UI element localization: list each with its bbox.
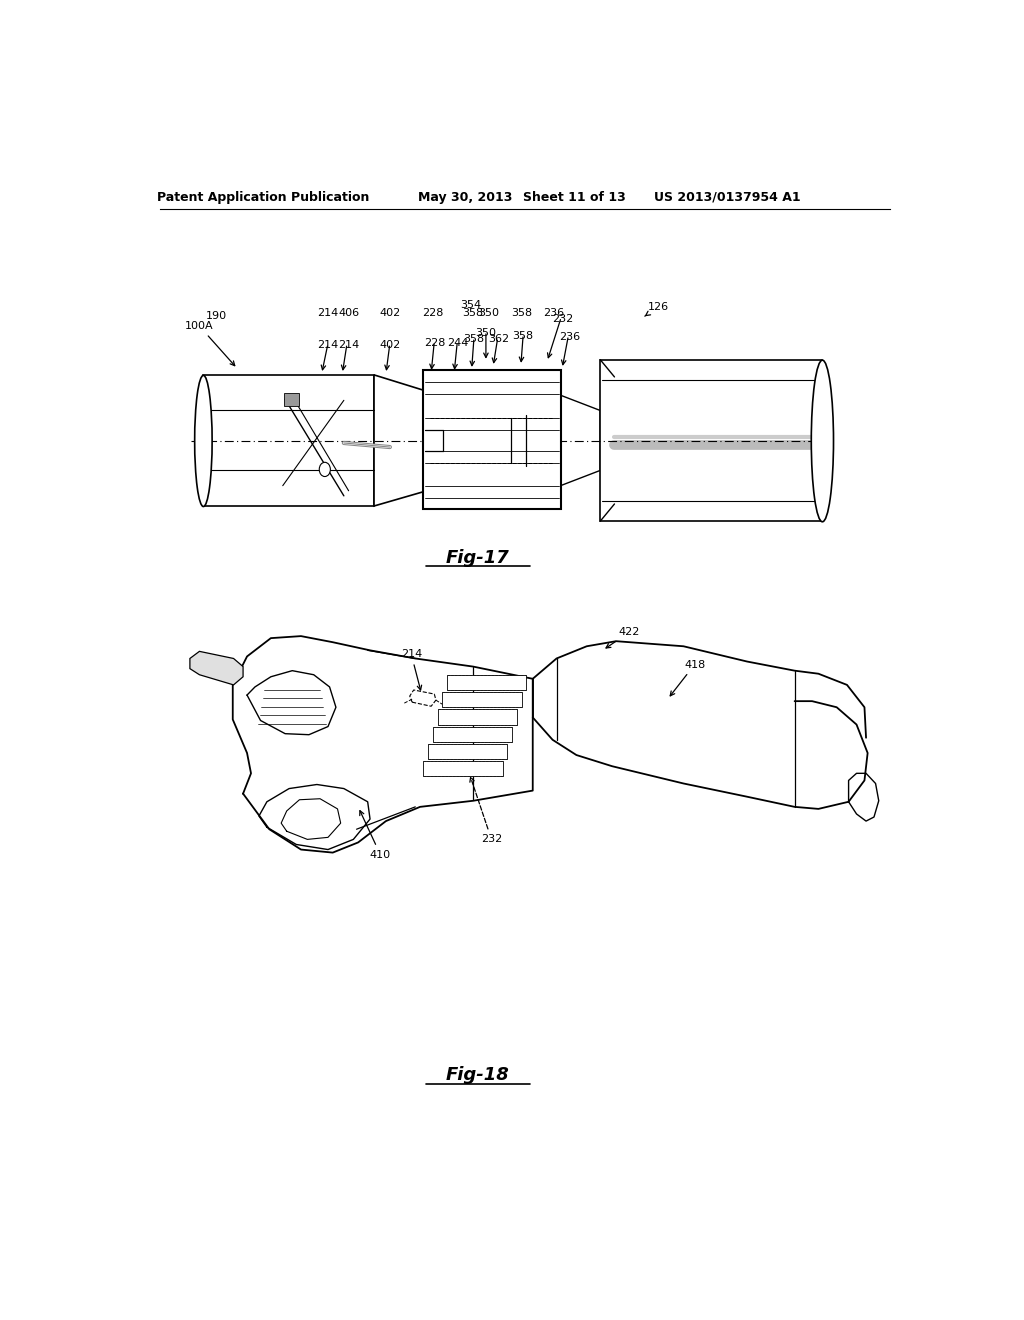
Text: 358: 358 xyxy=(511,308,532,318)
Polygon shape xyxy=(423,762,503,776)
Text: 350: 350 xyxy=(475,329,497,338)
Text: 350: 350 xyxy=(478,308,499,318)
Polygon shape xyxy=(433,726,512,742)
Text: Sheet 11 of 13: Sheet 11 of 13 xyxy=(522,190,626,203)
Polygon shape xyxy=(560,395,600,486)
Text: 214: 214 xyxy=(338,341,359,350)
Text: 362: 362 xyxy=(488,334,509,345)
Text: Fig-17: Fig-17 xyxy=(445,549,509,566)
Text: 126: 126 xyxy=(645,302,669,317)
Text: 228: 228 xyxy=(422,308,443,318)
Polygon shape xyxy=(447,675,526,690)
Text: 232: 232 xyxy=(552,314,573,323)
Polygon shape xyxy=(600,359,822,521)
Polygon shape xyxy=(442,692,521,708)
Text: 422: 422 xyxy=(606,627,640,648)
Text: 228: 228 xyxy=(424,338,445,348)
Polygon shape xyxy=(189,651,243,685)
Text: 410: 410 xyxy=(359,810,391,859)
Ellipse shape xyxy=(811,360,834,521)
Text: 214: 214 xyxy=(317,308,339,318)
Polygon shape xyxy=(374,375,423,506)
Polygon shape xyxy=(285,393,299,407)
Text: 406: 406 xyxy=(338,308,359,318)
Polygon shape xyxy=(423,370,560,510)
Text: 244: 244 xyxy=(446,338,468,348)
Polygon shape xyxy=(428,744,507,759)
Polygon shape xyxy=(437,709,517,725)
Ellipse shape xyxy=(195,375,212,507)
Polygon shape xyxy=(204,375,374,506)
Text: Patent Application Publication: Patent Application Publication xyxy=(157,190,369,203)
Text: 214: 214 xyxy=(400,649,422,690)
Text: US 2013/0137954 A1: US 2013/0137954 A1 xyxy=(654,190,801,203)
Text: 354: 354 xyxy=(460,300,481,310)
Text: 358: 358 xyxy=(464,334,484,345)
Text: 236: 236 xyxy=(559,333,580,342)
Text: 418: 418 xyxy=(671,660,706,696)
Text: Fig-18: Fig-18 xyxy=(445,1067,509,1084)
Circle shape xyxy=(319,462,331,477)
Text: 100A: 100A xyxy=(185,321,234,366)
Text: 402: 402 xyxy=(379,341,400,350)
Text: 358: 358 xyxy=(463,308,483,318)
Text: May 30, 2013: May 30, 2013 xyxy=(418,190,512,203)
Text: 358: 358 xyxy=(513,331,534,342)
Text: 402: 402 xyxy=(379,308,400,318)
Text: 214: 214 xyxy=(317,341,339,350)
Text: 232: 232 xyxy=(470,777,502,845)
Text: 236: 236 xyxy=(543,308,564,318)
Text: 190: 190 xyxy=(206,312,227,321)
